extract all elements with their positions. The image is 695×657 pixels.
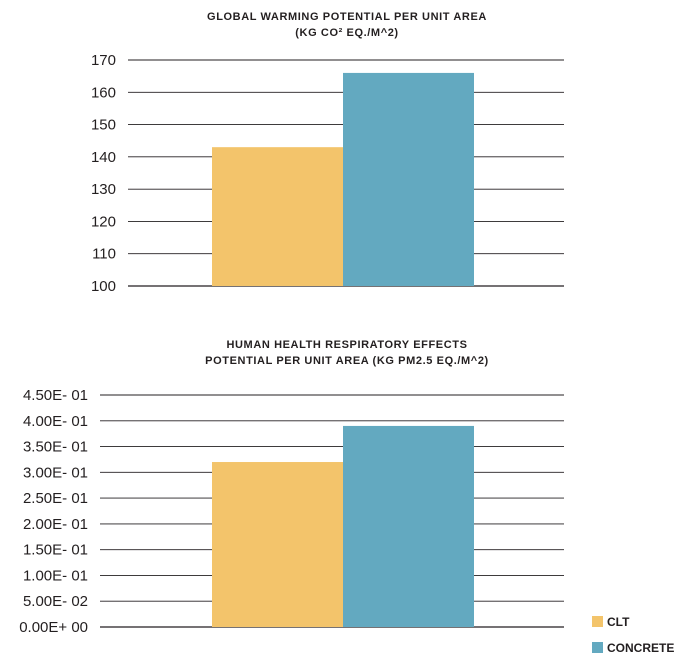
- chart-resp-y-ticks: 4.50E- 01 4.00E- 01 3.50E- 01 3.00E- 01 2.50…: [19, 387, 88, 636]
- chart-gwp-y-ticks: 170 160 150 140 130 120 110 100: [91, 52, 116, 295]
- legend-swatch-clt: [592, 616, 603, 627]
- chart-gwp-bars: [212, 72, 474, 287]
- resp-y-tick-label: 0.00E+ 00: [19, 619, 88, 636]
- gwp-y-tick-label: 140: [91, 149, 116, 166]
- gwp-bar-concrete: [343, 72, 474, 287]
- chart-resp-bars: [212, 425, 474, 627]
- gwp-y-tick-label: 110: [92, 246, 116, 263]
- chart-resp-title-line2: POTENTIAL PER UNIT AREA (KG PM2.5 EQ./M^…: [205, 355, 489, 367]
- resp-y-tick-label: 1.50E- 01: [23, 542, 88, 559]
- resp-y-tick-label: 2.00E- 01: [23, 516, 88, 533]
- gwp-y-tick-label: 160: [91, 84, 116, 101]
- resp-y-tick-label: 3.50E- 01: [23, 439, 88, 456]
- legend-label-clt: CLT: [607, 615, 630, 629]
- gwp-y-tick-label: 170: [91, 52, 116, 69]
- resp-y-tick-label: 3.00E- 01: [23, 464, 88, 481]
- legend-label-concrete: CONCRETE: [607, 641, 674, 655]
- gwp-y-tick-label: 130: [91, 181, 116, 198]
- chart-respiratory: HUMAN HEALTH RESPIRATORY EFFECTS POTENTI…: [19, 339, 564, 636]
- gwp-bar-clt: [212, 147, 343, 286]
- chart-gwp: GLOBAL WARMING POTENTIAL PER UNIT AREA (…: [91, 11, 564, 295]
- resp-y-tick-label: 4.00E- 01: [23, 413, 88, 430]
- gwp-y-tick-label: 150: [91, 117, 116, 134]
- legend: CLT CONCRETE: [592, 615, 674, 655]
- chart-gwp-title-line2: (KG CO² EQ./M^2): [295, 27, 398, 39]
- chart-gwp-title-line1: GLOBAL WARMING POTENTIAL PER UNIT AREA: [207, 11, 487, 23]
- resp-y-tick-label: 5.00E- 02: [23, 593, 88, 610]
- resp-y-tick-label: 4.50E- 01: [23, 387, 88, 404]
- resp-y-tick-label: 1.00E- 01: [23, 567, 88, 584]
- gwp-y-tick-label: 120: [91, 213, 116, 230]
- resp-y-tick-label: 2.50E- 01: [23, 490, 88, 507]
- resp-bar-concrete: [343, 425, 474, 627]
- gwp-y-tick-label: 100: [91, 278, 116, 295]
- resp-bar-clt: [212, 462, 343, 627]
- legend-swatch-concrete: [592, 642, 603, 653]
- chart-resp-title-line1: HUMAN HEALTH RESPIRATORY EFFECTS: [226, 339, 467, 351]
